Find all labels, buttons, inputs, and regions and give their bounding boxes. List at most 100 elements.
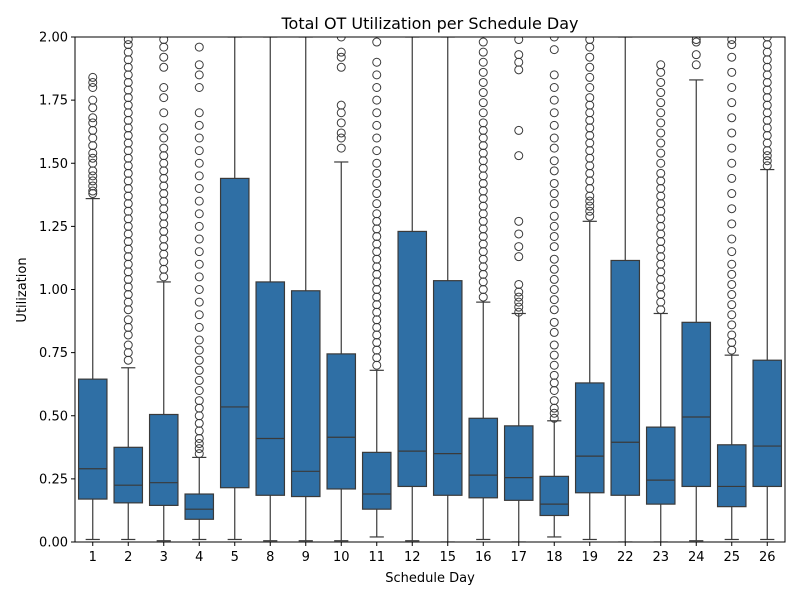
iqr-box [148, 413, 179, 506]
outlier-point [727, 259, 737, 269]
outlier-point [478, 37, 488, 47]
outlier-point [656, 77, 666, 87]
outlier-point [336, 118, 346, 128]
outlier-point [372, 158, 382, 168]
outlier-point [691, 50, 701, 60]
outlier-point [727, 300, 737, 310]
outlier-point [727, 158, 737, 168]
box-day-10 [326, 37, 357, 542]
x-tick-label: 12 [404, 550, 421, 565]
chart-title: Total OT Utilization per Schedule Day [280, 14, 578, 33]
outlier-point [549, 242, 559, 252]
iqr-box [184, 493, 215, 520]
plot-area [74, 36, 786, 543]
outlier-point [585, 37, 595, 45]
outlier-point [656, 60, 666, 70]
outlier-point [549, 108, 559, 118]
outlier-point [585, 62, 595, 72]
outlier-point [159, 143, 169, 153]
outlier-point [585, 83, 595, 92]
outlier-point [88, 153, 98, 163]
box-day-12 [397, 37, 428, 542]
outlier-point [549, 408, 559, 418]
x-tick-label: 25 [723, 550, 740, 565]
outlier-point [514, 252, 524, 262]
outlier-point [727, 173, 737, 183]
outlier-point [727, 234, 737, 244]
outlier-point [727, 219, 737, 229]
x-tick-label: 15 [439, 550, 456, 565]
box-day-22 [610, 37, 641, 542]
outlier-point [159, 133, 169, 143]
outlier-point [372, 37, 382, 47]
outlier-point [159, 108, 169, 118]
outlier-point [478, 67, 488, 77]
outlier-point [549, 189, 559, 199]
outlier-point [727, 310, 737, 320]
outlier-point [372, 108, 382, 118]
outlier-point [159, 37, 169, 45]
box-day-15 [432, 37, 463, 542]
y-tick-label: 0.25 [39, 472, 68, 487]
outlier-point [88, 113, 98, 123]
outlier-point [727, 189, 737, 199]
iqr-box [77, 378, 108, 500]
outlier-point [549, 83, 559, 92]
outlier-point [123, 37, 133, 45]
outlier-point [727, 37, 737, 45]
outlier-point [727, 128, 737, 138]
outlier-point [549, 45, 559, 55]
box-day-19 [574, 37, 605, 541]
outlier-point [194, 375, 204, 385]
outlier-point [549, 327, 559, 337]
outlier-point [549, 199, 559, 209]
outlier-point [762, 156, 772, 166]
box-day-5 [219, 37, 250, 541]
outlier-point [88, 72, 98, 82]
outlier-point [194, 158, 204, 168]
x-tick-label: 10 [333, 550, 350, 565]
box-day-16 [468, 37, 499, 541]
iqr-box [503, 425, 534, 501]
outlier-point [514, 297, 524, 307]
box-day-8 [255, 37, 286, 542]
outlier-point [585, 72, 595, 82]
outlier-point [727, 113, 737, 123]
outlier-point [159, 52, 169, 62]
box-day-11 [361, 37, 392, 538]
outlier-point [194, 386, 204, 395]
y-tick-label: 0.75 [39, 346, 68, 361]
iqr-box [610, 259, 641, 496]
outlier-point [372, 199, 382, 209]
outlier-point [727, 67, 737, 77]
outlier-point [194, 171, 204, 181]
outlier-point [194, 322, 204, 332]
outlier-point [585, 201, 595, 211]
box-day-25 [716, 37, 747, 541]
iqr-box [645, 426, 676, 505]
outlier-point [727, 330, 737, 340]
outlier-point [194, 285, 204, 294]
iqr-box [113, 446, 144, 504]
outlier-point [194, 42, 204, 52]
iqr-box [539, 475, 570, 517]
iqr-box [361, 451, 392, 510]
outlier-point [514, 292, 524, 302]
outlier-point [194, 272, 204, 282]
y-tick-label: 1.75 [39, 94, 68, 109]
y-tick-label: 0.00 [39, 536, 68, 551]
outlier-point [88, 176, 98, 186]
box-day-24 [681, 37, 712, 542]
outlier-point [194, 83, 204, 92]
outlier-point [549, 143, 559, 153]
x-tick-label: 1 [89, 550, 97, 565]
iqr-box [432, 280, 463, 496]
outlier-point [549, 37, 559, 42]
iqr-box [397, 230, 428, 488]
outlier-point [478, 77, 488, 87]
x-tick-label: 4 [195, 550, 203, 565]
outlier-point [159, 123, 169, 133]
x-tick-label: 11 [368, 550, 385, 565]
outlier-point [727, 279, 737, 289]
outlier-point [727, 269, 737, 279]
